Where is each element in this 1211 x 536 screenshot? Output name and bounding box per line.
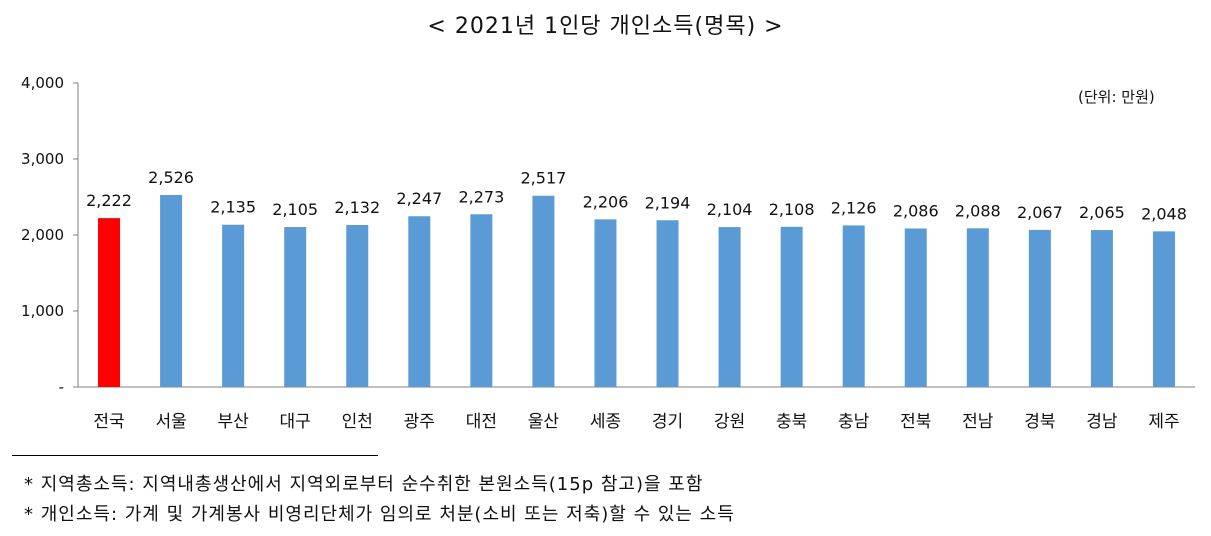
x-tick-label: 경남 [1086, 412, 1118, 432]
y-tick-label: 4,000 [21, 74, 64, 92]
x-tick-label: 제주 [1148, 412, 1179, 432]
bar [842, 225, 865, 387]
bar-chart: - 1,000 2,000 3,000 4,000 2,222 전국 2,526 서울 2,135… [21, 74, 1195, 432]
unit-label: (단위: 만원) [1078, 88, 1155, 106]
bar [98, 218, 121, 387]
data-label: 2,104 [707, 200, 753, 219]
data-label: 2,135 [210, 198, 256, 217]
x-tick-label: 세종 [590, 412, 621, 432]
bar [532, 195, 555, 387]
y-tick-label: 2,000 [21, 226, 64, 244]
bar [222, 224, 245, 387]
bar [160, 195, 183, 387]
bar [1090, 230, 1113, 387]
data-label: 2,088 [955, 201, 1001, 220]
data-label: 2,194 [645, 193, 691, 212]
bar [656, 220, 679, 387]
data-label: 2,126 [831, 198, 877, 217]
bar [346, 224, 369, 387]
bar [594, 219, 617, 387]
x-tick-label: 충남 [838, 412, 870, 432]
footnote-personal-income: * 개인소득: 가계 및 가계봉사 비영리단체가 임의로 처분(소비 또는 저축… [24, 504, 735, 525]
x-tick-label: 경북 [1024, 412, 1055, 432]
x-tick-label: 부산 [217, 412, 249, 432]
x-tick-label: 인천 [342, 412, 373, 432]
bar [718, 227, 741, 387]
data-label: 2,108 [769, 200, 815, 219]
notes-divider [12, 455, 378, 456]
bar [904, 228, 927, 387]
bar [780, 226, 803, 387]
data-label: 2,273 [458, 187, 504, 206]
x-tick-label: 대구 [280, 412, 311, 432]
x-tick-label: 울산 [528, 412, 560, 432]
x-tick-label: 경기 [652, 412, 683, 432]
bar [470, 214, 493, 387]
footnote-regional-income: * 지역총소득: 지역내총생산에서 지역외로부터 순수취한 본원소득(15p 참… [24, 474, 704, 495]
data-label: 2,132 [334, 198, 380, 217]
data-label: 2,048 [1141, 204, 1187, 223]
chart-title: < 2021년 1인당 개인소득(명목) > [427, 14, 784, 39]
data-label: 2,105 [272, 200, 318, 219]
bar [966, 228, 989, 387]
x-tick-label: 서울 [155, 412, 186, 432]
x-tick-label: 전북 [900, 412, 931, 432]
y-tick-label: 1,000 [21, 302, 64, 320]
y-tick-label: 3,000 [21, 150, 64, 168]
bar [408, 216, 431, 387]
data-label: 2,247 [396, 189, 442, 208]
data-label: 2,222 [86, 191, 132, 210]
data-label: 2,517 [521, 169, 567, 188]
x-tick-label: 강원 [714, 412, 745, 432]
x-tick-label: 충북 [776, 412, 807, 432]
data-label: 2,526 [148, 168, 194, 187]
bar [1028, 229, 1051, 387]
x-tick-label: 전국 [93, 412, 124, 432]
y-tick-label: - [59, 378, 64, 396]
x-tick-label: 전남 [962, 412, 994, 432]
data-label: 2,086 [893, 201, 939, 220]
bar [284, 227, 307, 387]
data-label: 2,067 [1017, 203, 1063, 222]
data-label: 2,065 [1079, 203, 1125, 222]
x-tick-label: 대전 [466, 412, 497, 432]
data-label: 2,206 [583, 192, 629, 211]
bar [1152, 231, 1175, 387]
x-tick-label: 광주 [404, 412, 435, 432]
